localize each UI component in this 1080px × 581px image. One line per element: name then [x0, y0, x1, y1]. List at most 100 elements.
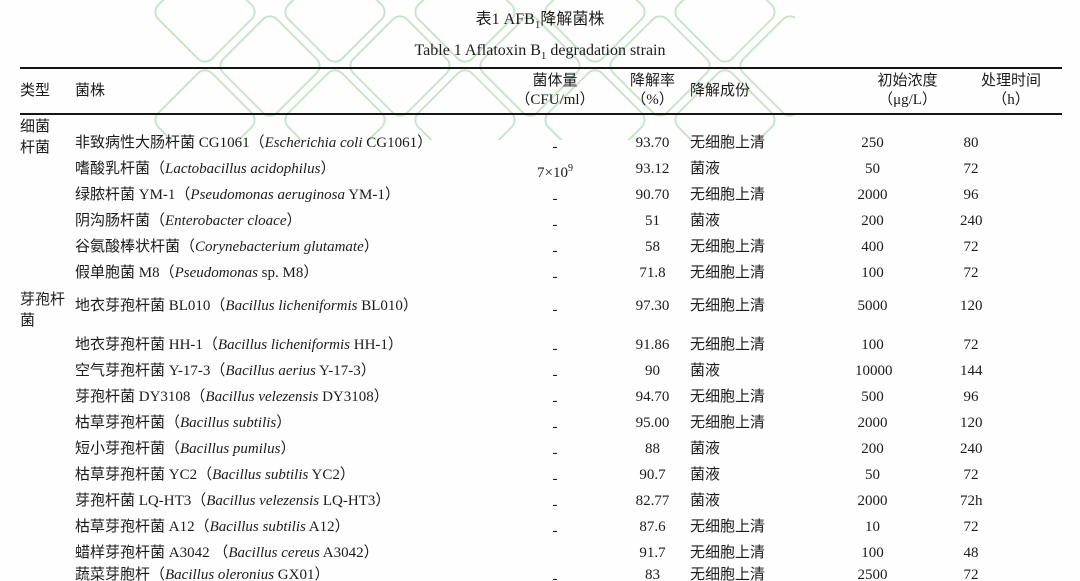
strain-name-cell: 地衣芽孢杆菌 BL010（Bacillus licheniformis BL01… [75, 288, 495, 334]
strain-latin-name: Pseudomonas [174, 265, 258, 281]
category-cell: 芽孢杆 菌 [20, 292, 66, 329]
time-cell: 72h [960, 493, 983, 509]
cfu-value: - [552, 269, 558, 285]
cfu-value: - [552, 445, 558, 461]
strain-row: 短小芽孢杆菌（Bacillus pumilus） - 88 菌液 200 240 [20, 438, 1062, 464]
time-cell: 72 [963, 161, 979, 177]
strain-row: 芽孢杆菌 LQ-HT3（Bacillus velezensis LQ-HT3） -… [20, 490, 1062, 516]
cfu-cell: - [495, 334, 615, 360]
degradation-rate-cell: 90.7 [639, 467, 666, 483]
strain-latin-name: Bacillus velezensis [205, 389, 319, 405]
concentration-cell: 500 [861, 389, 884, 405]
strain-name-prefix: 绿脓杆菌 YM-1（ [75, 187, 191, 203]
component-cell: 菌液 [690, 467, 721, 483]
strain-name-cell: 谷氨酸棒状杆菌（Corynebacterium glutamate） [75, 236, 495, 262]
time-cell: 72 [963, 337, 979, 353]
component-cell: 菌液 [690, 213, 721, 229]
component-cell: 无细胞上清 [690, 415, 766, 431]
strain-name-suffix: ） [363, 239, 379, 255]
strain-latin-name: Enterobacter cloace [165, 213, 287, 229]
strain-name-prefix: 枯草芽孢杆菌（ [75, 415, 181, 431]
strain-name-suffix: A12） [305, 519, 350, 535]
col-header-conc-line2: （μg/L） [878, 92, 937, 108]
strain-name-prefix: 非致病性大肠杆菌 CG1061（ [75, 135, 265, 151]
component-cell: 菌液 [690, 493, 721, 509]
cfu-value: - [552, 497, 558, 513]
concentration-cell: 2500 [857, 567, 888, 581]
strain-row: 枯草芽孢杆菌（Bacillus subtilis） - 95.00 无细胞上清 2000… [20, 412, 1062, 438]
cfu-exponent: 9 [567, 163, 573, 174]
cfu-cell: 7×109 [495, 158, 615, 184]
degradation-strain-table: 类型 菌株 菌体量 （CFU/ml） 降解率 （%） 降解成份 初始浓度 （μg… [20, 67, 1062, 581]
strain-row: 蔬菜芽胞杆（Bacillus oleronius GX01） - 83 无细胞上清 25… [20, 564, 1062, 581]
time-cell: 72 [963, 239, 979, 255]
strain-latin-name: Bacillus subtilis [209, 519, 306, 535]
degradation-rate-cell: 88 [645, 441, 660, 457]
strain-name-suffix: YC2） [308, 467, 355, 483]
time-cell: 120 [960, 298, 983, 314]
strain-latin-name: Escherichia coli [264, 135, 363, 151]
cfu-cell: - [495, 288, 615, 334]
degradation-rate-cell: 83 [645, 567, 660, 581]
degradation-rate-cell: 91.7 [639, 545, 666, 561]
table-body: 细菌 杆菌 非致病性大肠杆菌 CG1061（Escherichia coli CG… [20, 114, 1062, 581]
strain-row: 阴沟肠杆菌（Enterobacter cloace） - 51 菌液 200 240 [20, 210, 1062, 236]
strain-name-suffix: YM-1） [345, 187, 400, 203]
concentration-cell: 200 [861, 441, 884, 457]
table-header: 类型 菌株 菌体量 （CFU/ml） 降解率 （%） 降解成份 初始浓度 （μg… [20, 68, 1062, 115]
concentration-cell: 250 [861, 135, 884, 151]
strain-latin-name: Bacillus pumilus [180, 441, 281, 457]
concentration-cell: 200 [861, 213, 884, 229]
cfu-value: 7×10 [537, 165, 568, 181]
component-cell: 无细胞上清 [690, 519, 766, 535]
degradation-rate-cell: 71.8 [639, 265, 666, 281]
strain-latin-name: Bacillus cereus [228, 545, 320, 561]
cfu-value: - [552, 139, 558, 155]
strain-name-suffix: ） [280, 441, 296, 457]
category-cell: 细菌 杆菌 [20, 119, 51, 156]
strain-name-cell: 非致病性大肠杆菌 CG1061（Escherichia coli CG1061） [75, 114, 495, 158]
strain-latin-name: Bacillus subtilis [212, 467, 309, 483]
strain-name-prefix: 枯草芽孢杆菌 YC2（ [75, 467, 213, 483]
component-cell: 无细胞上清 [690, 265, 766, 281]
strain-name-prefix: 蔬菜芽胞杆（ [75, 567, 166, 581]
concentration-cell: 100 [861, 545, 884, 561]
strain-latin-name: Bacillus velezensis [206, 493, 320, 509]
title-cn-subscript: 1 [534, 19, 541, 32]
strain-row: 嗜酸乳杆菌（Lactobacillus acidophilus） 7×109 93.… [20, 158, 1062, 184]
col-header-time: 处理时间 （h） [960, 68, 1062, 115]
strain-latin-name: Bacillus aerius [225, 363, 316, 379]
table-titles: 表1 AFB1降解菌株 Table 1 Aflatoxin B1 degrada… [0, 8, 1080, 68]
col-header-rate-line1: 降解率 [629, 73, 675, 89]
strain-row: 枯草芽孢杆菌 A12（Bacillus subtilis A12） - 87.6 无细… [20, 516, 1062, 542]
strain-latin-name: Bacillus oleronius [165, 567, 275, 581]
degradation-rate-cell: 97.30 [635, 298, 670, 314]
strain-name-cell: 阴沟肠杆菌（Enterobacter cloace） [75, 210, 495, 236]
col-header-conc-line1: 初始浓度 [877, 73, 938, 89]
time-cell: 80 [963, 135, 979, 151]
component-cell: 无细胞上清 [690, 567, 766, 581]
cfu-cell: - [495, 360, 615, 386]
cfu-value: - [552, 571, 558, 581]
concentration-cell: 2000 [857, 493, 888, 509]
strain-name-cell: 枯草芽孢杆菌（Bacillus subtilis） [75, 412, 495, 438]
strain-latin-name: Corynebacterium glutamate [195, 239, 364, 255]
col-header-rate: 降解率 （%） [615, 68, 690, 115]
cfu-cell: - [495, 184, 615, 210]
col-header-cfu: 菌体量 （CFU/ml） [495, 68, 615, 115]
cfu-value: - [552, 191, 558, 207]
strain-row: 芽孢杆菌 DY3108（Bacillus velezensis DY3108） -… [20, 386, 1062, 412]
cfu-value: - [552, 523, 558, 539]
strain-name-suffix: sp. M8） [257, 265, 319, 281]
degradation-rate-cell: 87.6 [639, 519, 666, 535]
strain-latin-name: Pseudomonas aeruginosa [190, 187, 345, 203]
degradation-rate-cell: 93.12 [635, 161, 670, 177]
degradation-rate-cell: 93.70 [635, 135, 670, 151]
strain-name-cell: 蔬菜芽胞杆（Bacillus oleronius GX01） [75, 564, 495, 581]
component-cell: 无细胞上清 [690, 239, 766, 255]
strain-name-prefix: 地衣芽孢杆菌 HH-1（ [75, 337, 218, 353]
concentration-cell: 50 [865, 467, 880, 483]
strain-name-prefix: 芽孢杆菌 LQ-HT3（ [75, 493, 207, 509]
concentration-cell: 50 [865, 161, 880, 177]
